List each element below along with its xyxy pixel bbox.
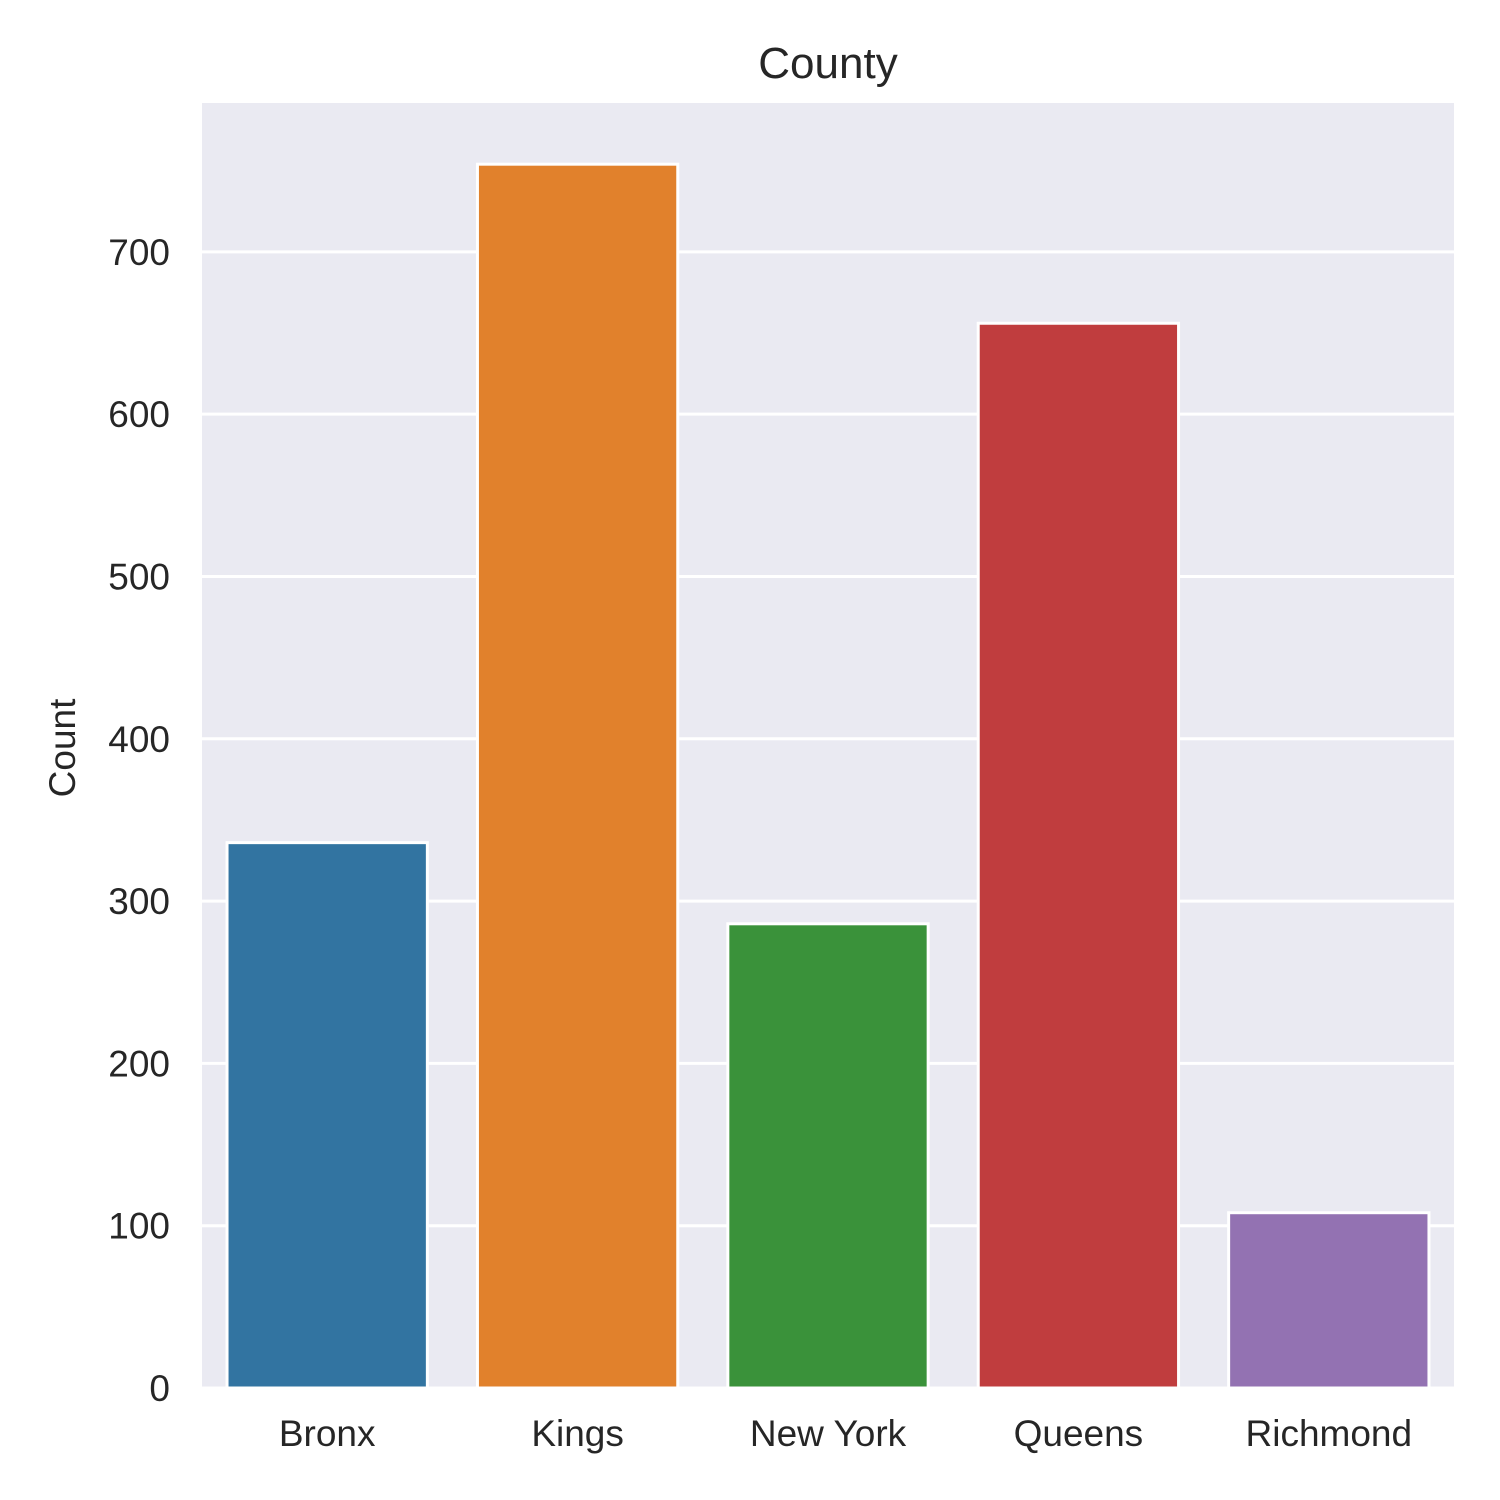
bar-queens [976,321,1181,1390]
y-tick-labels: 0 100 200 300 400 500 600 700 [108,232,170,1409]
y-tick-label: 100 [108,1206,170,1247]
y-tick-label: 200 [108,1043,170,1084]
x-tick-label: Richmond [1246,1413,1413,1454]
y-tick-label: 300 [108,881,170,922]
x-tick-label: New York [750,1413,907,1454]
x-tick-label: Bronx [279,1413,376,1454]
y-tick-label: 400 [108,719,170,760]
bar-new-york [726,922,930,1390]
y-tick-label: 700 [108,232,170,273]
bars [225,162,1431,1390]
y-tick-label: 500 [108,556,170,597]
x-tick-label: Queens [1014,1413,1144,1454]
bar-richmond [1227,1211,1431,1390]
bar-bronx [225,841,429,1390]
x-tick-labels: Bronx Kings New York Queens Richmond [279,1413,1412,1454]
y-axis-label: Count [42,698,83,797]
y-tick-label: 600 [108,394,170,435]
y-tick-label: 0 [149,1368,170,1409]
chart-title: County [758,39,897,88]
x-tick-label: Kings [531,1413,624,1454]
bar-kings [475,162,680,1390]
